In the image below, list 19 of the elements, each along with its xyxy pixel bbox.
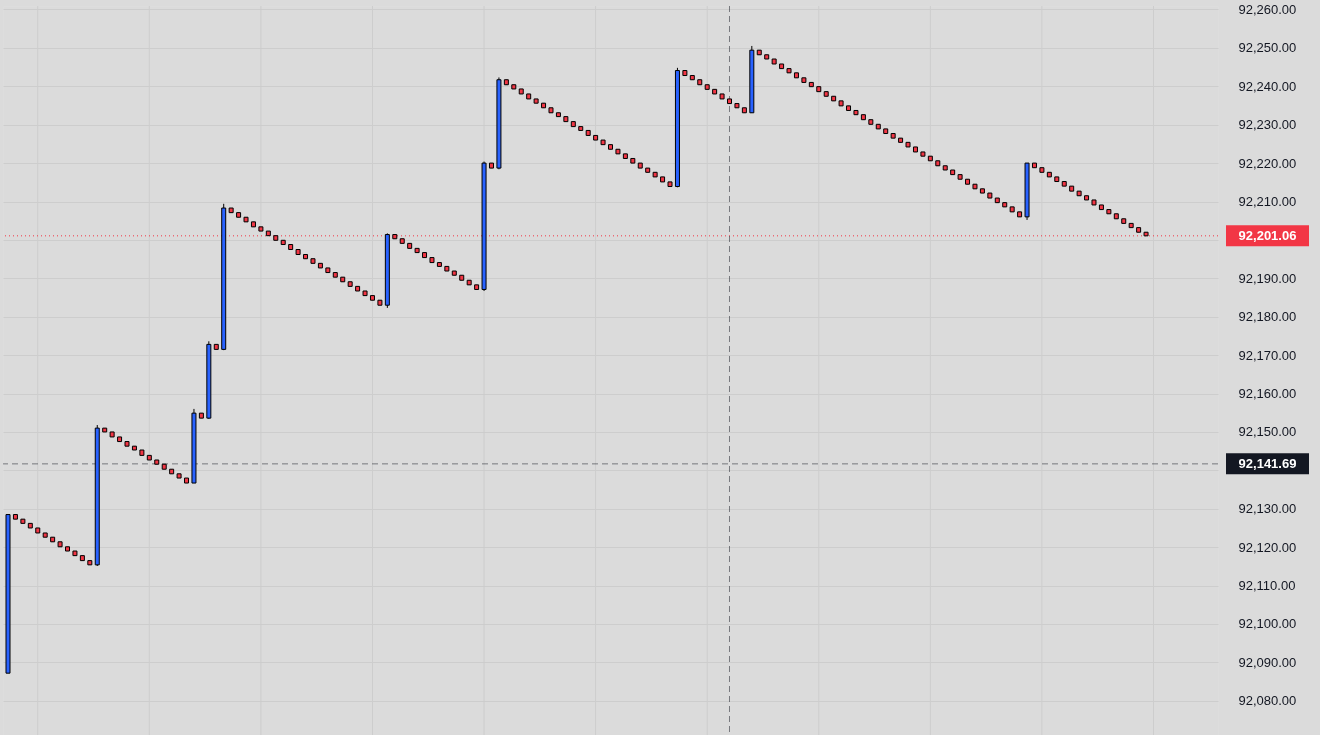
y-tick-label: 92,230.00 <box>1238 117 1297 133</box>
y-tick-label: 92,100.00 <box>1238 616 1297 632</box>
y-tick-label: 92,130.00 <box>1238 501 1297 517</box>
y-tick-label: 92,120.00 <box>1238 539 1297 555</box>
y-tick-label: 92,090.00 <box>1238 654 1297 670</box>
y-tick-label: 92,260.00 <box>1238 1 1297 17</box>
y-tick-label: 92,180.00 <box>1238 309 1297 325</box>
y-tick-label: 92,150.00 <box>1238 424 1297 440</box>
ref-line-label: 92,141.69 <box>1238 455 1297 471</box>
y-tick-label: 92,240.00 <box>1238 78 1297 94</box>
ref-line-label: 92,201.06 <box>1238 227 1297 243</box>
y-tick-label: 92,080.00 <box>1238 693 1297 709</box>
y-tick-label: 92,220.00 <box>1238 155 1297 171</box>
y-tick-label: 92,170.00 <box>1238 347 1297 363</box>
y-tick-label: 92,250.00 <box>1238 40 1297 56</box>
y-tick-label: 92,210.00 <box>1238 194 1297 209</box>
y-tick-label: 92,160.00 <box>1238 386 1297 402</box>
y-tick-label: 92,190.00 <box>1238 270 1297 286</box>
y-tick-label: 92,110.00 <box>1238 578 1296 594</box>
